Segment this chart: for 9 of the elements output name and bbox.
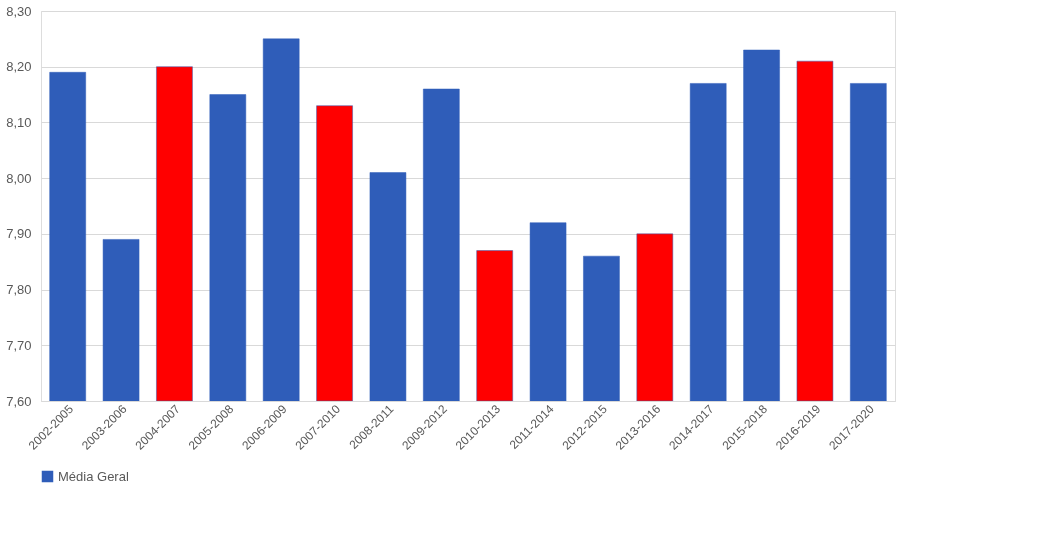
y-tick-label: 7,80 bbox=[6, 282, 32, 298]
y-tick-label: 7,70 bbox=[6, 337, 32, 353]
y-tick-label: 8,30 bbox=[6, 3, 32, 19]
y-tick-label: 7,60 bbox=[6, 393, 32, 409]
y-tick-label: 8,00 bbox=[6, 170, 32, 186]
y-tick-label: 7,90 bbox=[6, 226, 32, 242]
legend-label: Média Geral bbox=[58, 468, 129, 484]
y-tick-label: 8,10 bbox=[6, 114, 32, 130]
y-tick-label: 8,20 bbox=[6, 59, 32, 75]
